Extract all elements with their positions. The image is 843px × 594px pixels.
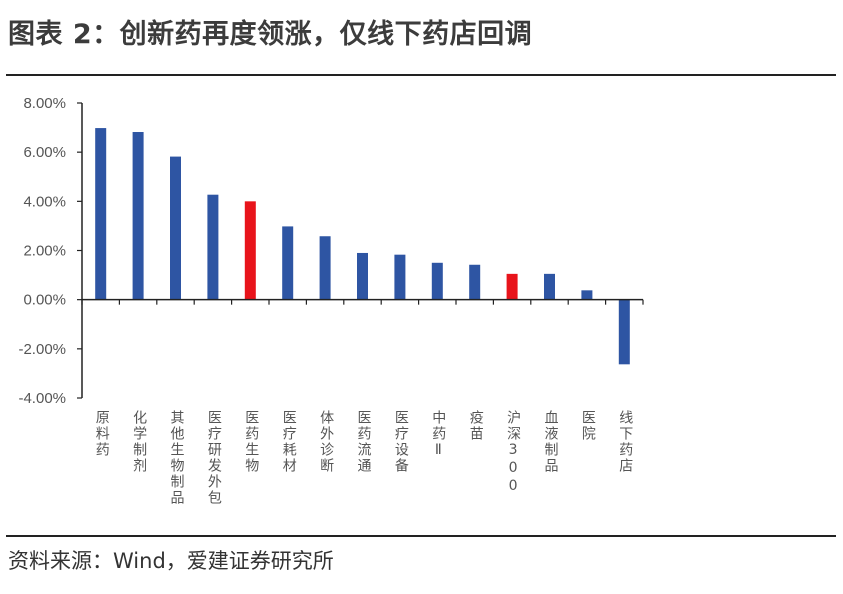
y-tick-label: 4.00% xyxy=(23,193,66,210)
category-label: 沪深300 xyxy=(505,410,521,496)
y-tick-label: -4.00% xyxy=(18,390,66,407)
x-axis xyxy=(81,298,644,305)
bar-11 xyxy=(469,264,481,300)
category-label: 血液制品 xyxy=(543,410,559,474)
category-label: 原料药 xyxy=(94,410,110,458)
category-label: 医疗研发外包 xyxy=(206,410,222,506)
top-divider xyxy=(6,74,836,76)
bar-15 xyxy=(618,299,630,365)
bottom-divider xyxy=(6,535,836,537)
category-label: 其他生物制品 xyxy=(169,410,185,506)
y-tick-label: 0.00% xyxy=(23,292,66,309)
y-tick-label: 8.00% xyxy=(23,95,66,112)
category-label: 医院 xyxy=(580,410,596,442)
bar-3 xyxy=(170,156,181,300)
bar-9 xyxy=(394,254,406,300)
bar-7 xyxy=(319,236,331,300)
category-label: 医药流通 xyxy=(356,410,372,474)
bar-14 xyxy=(581,290,593,300)
category-label: 医药生物 xyxy=(243,410,259,474)
category-label: 体外诊断 xyxy=(318,410,334,474)
bar-5 xyxy=(244,201,256,300)
bar-10 xyxy=(431,262,443,300)
category-label: 化学制剂 xyxy=(131,410,147,474)
bar-4 xyxy=(207,194,219,300)
category-label: 疫苗 xyxy=(468,410,484,442)
category-label: 线下药店 xyxy=(617,410,633,474)
category-label: 医疗设备 xyxy=(393,410,409,474)
y-tick-label: 2.00% xyxy=(23,243,66,260)
source-note: 资料来源：Wind，爱建证券研究所 xyxy=(8,549,334,573)
y-axis: 8.00% 6.00% 4.00% 2.00% 0.00% -2.00% -4.00% xyxy=(18,95,83,407)
y-tick-label: -2.00% xyxy=(18,341,66,358)
category-label: 医疗耗材 xyxy=(281,410,297,474)
category-labels: 原料药 化学制剂 其他生物制品 医疗研发外包 医药生物 医疗耗材 体外诊断 医药流通 医疗设备 中… xyxy=(94,410,634,506)
bars xyxy=(95,128,630,365)
page-title: 图表 2：创新药再度领涨，仅线下药店回调 xyxy=(8,19,533,50)
bar-8 xyxy=(357,252,368,300)
bar-6 xyxy=(282,226,294,300)
bar-1 xyxy=(95,128,107,300)
bar-chart: 8.00% 6.00% 4.00% 2.00% 0.00% -2.00% -4.00% 原料… xyxy=(18,95,644,506)
bar-12 xyxy=(506,273,518,300)
bar-13 xyxy=(544,273,555,300)
y-tick-label: 6.00% xyxy=(23,144,66,161)
bar-2 xyxy=(132,132,144,300)
category-label: 中药Ⅱ xyxy=(430,410,446,460)
